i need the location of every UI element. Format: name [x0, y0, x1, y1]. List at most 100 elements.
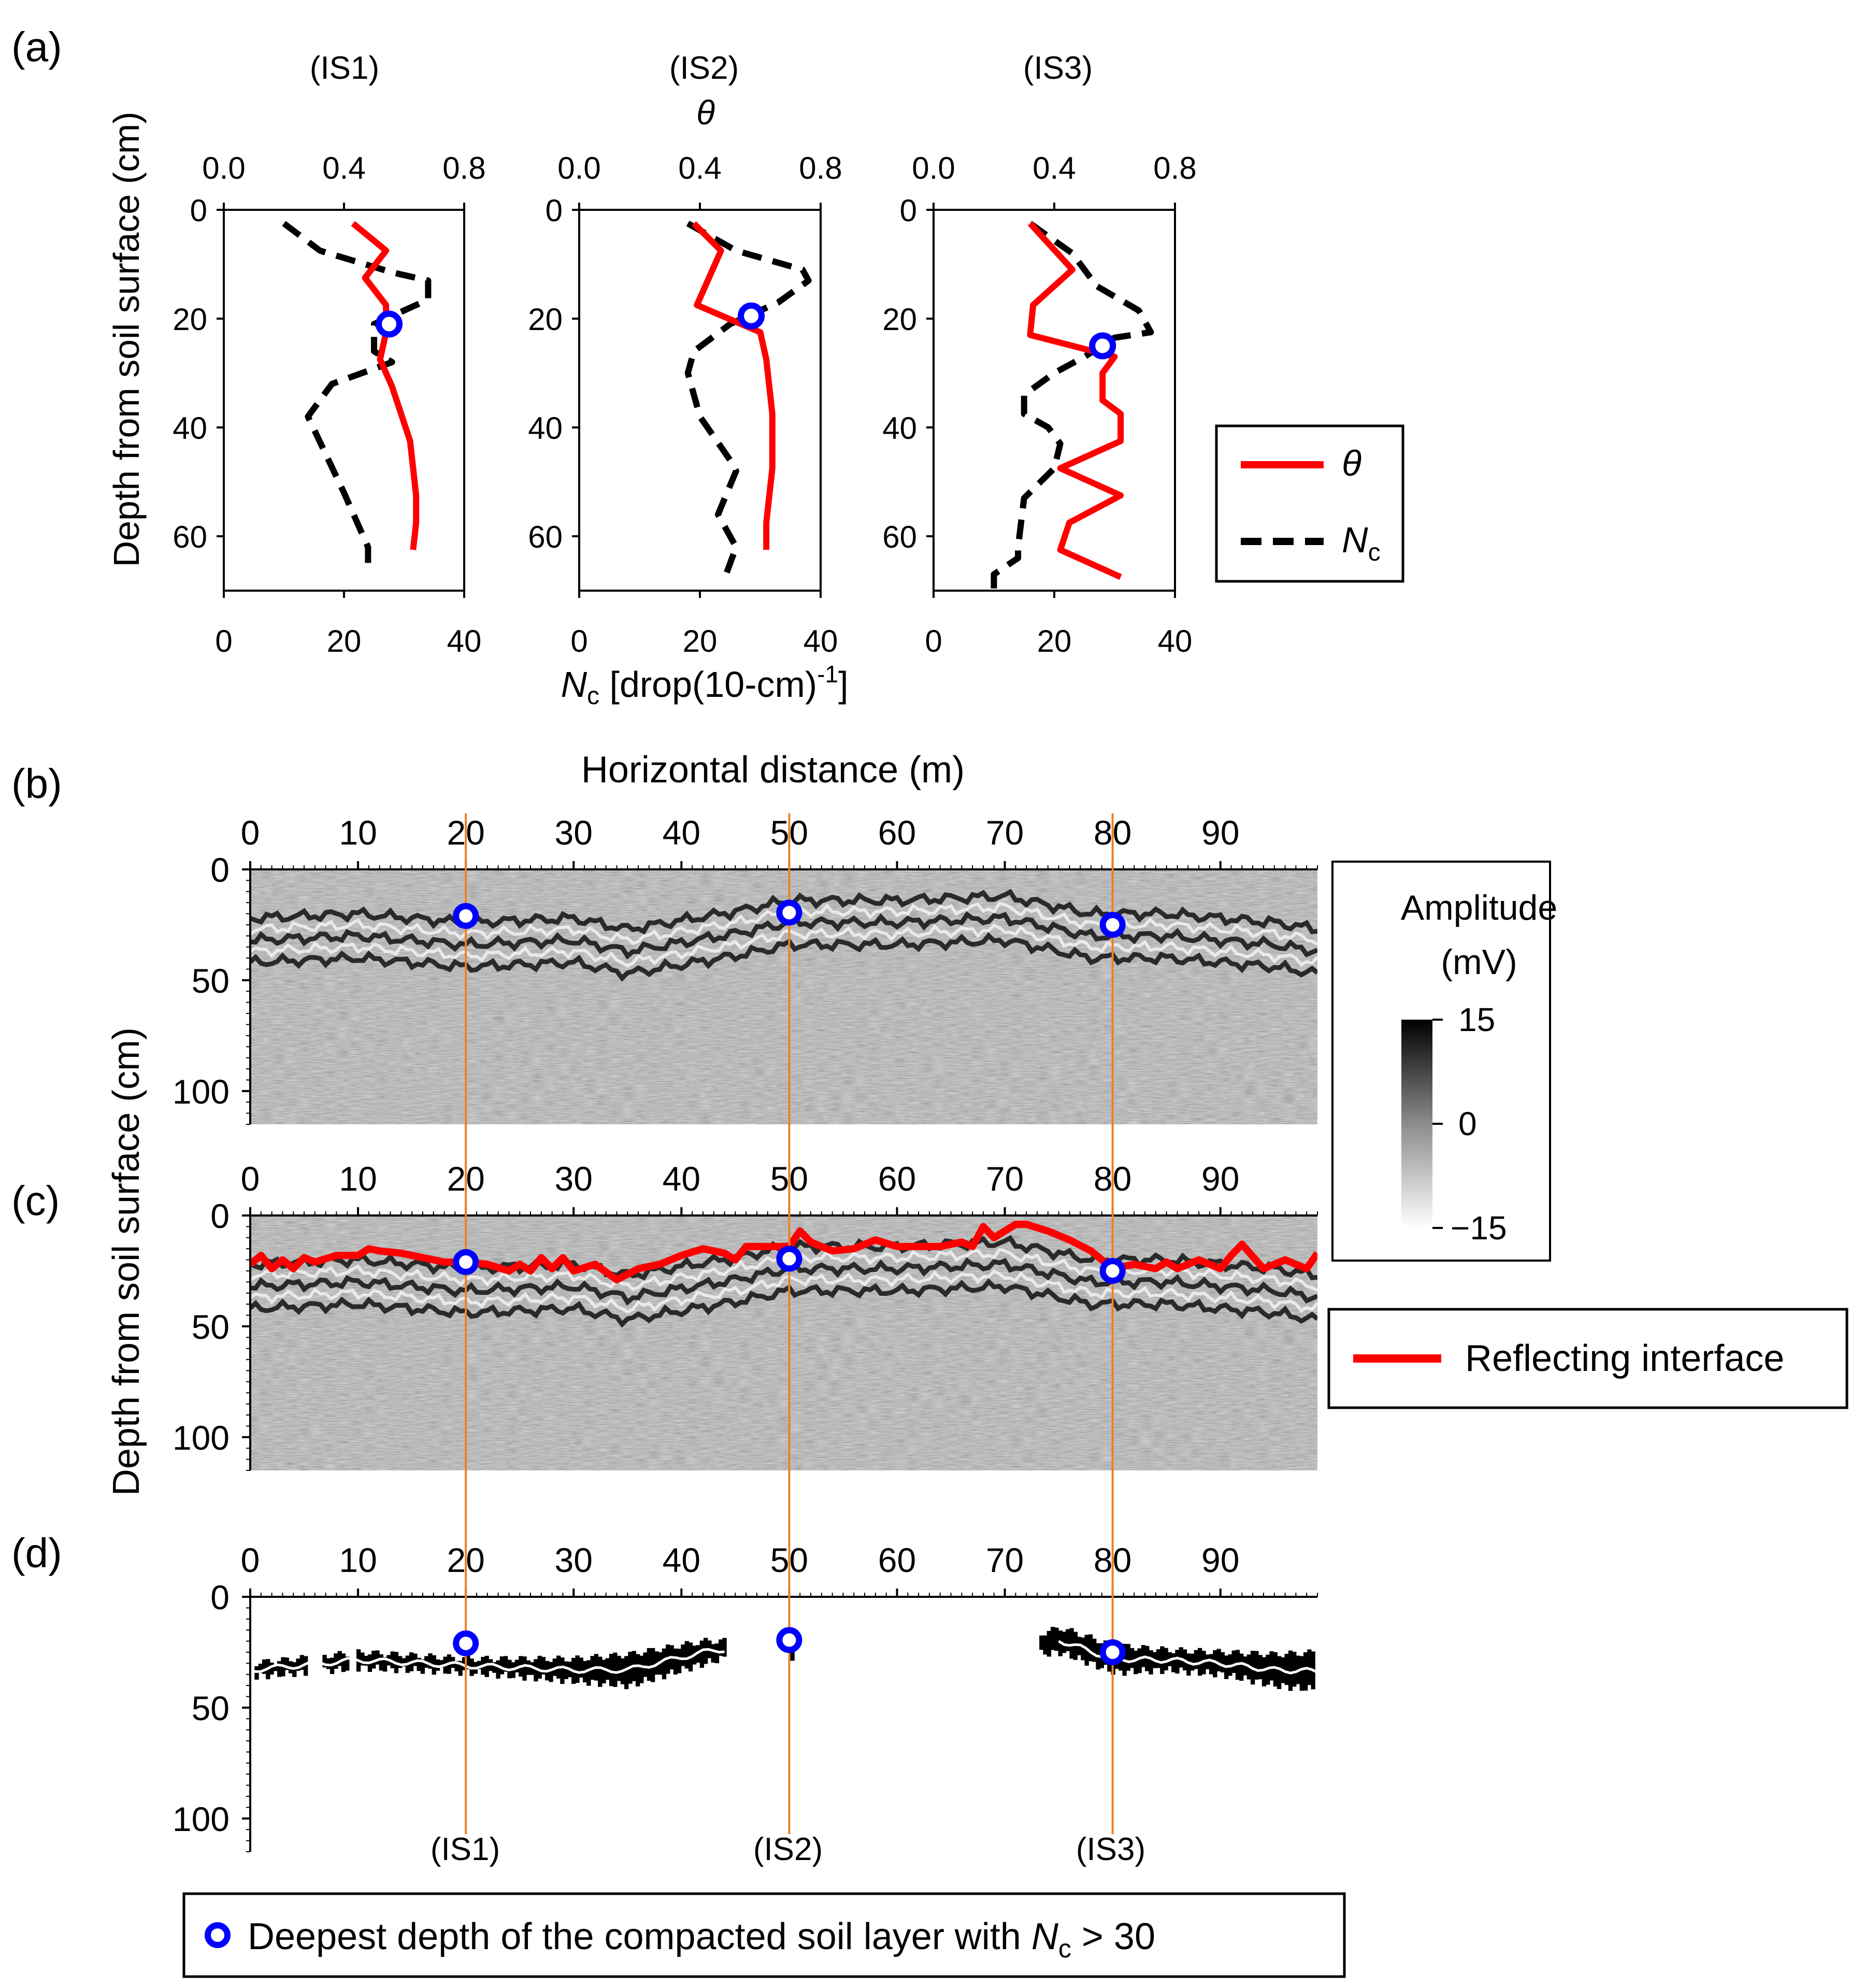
- compacted-region: [681, 1644, 685, 1666]
- compacted-region: [1254, 1651, 1259, 1680]
- compacted-region: [375, 1650, 380, 1665]
- compacted-region: [541, 1657, 546, 1675]
- reflecting-interface-legend: Reflecting interface: [1327, 1308, 1848, 1409]
- compacted-region: [304, 1656, 308, 1676]
- compacted-region: [699, 1640, 705, 1668]
- compacted-region: [379, 1654, 383, 1671]
- compacted-region: [703, 1638, 708, 1664]
- compacted-region: [454, 1661, 459, 1671]
- compacted-region: [1216, 1649, 1221, 1671]
- compacted-region: [1261, 1657, 1267, 1686]
- panel-label-d: (d): [11, 1530, 62, 1576]
- compacted-region: [549, 1662, 553, 1682]
- compacted-region: [537, 1655, 542, 1679]
- panel-label-c: (c): [11, 1178, 60, 1224]
- compacted-region: [492, 1662, 497, 1673]
- theta-tick-label: 0.0: [202, 151, 245, 185]
- x-tick-label: 90: [1201, 813, 1239, 852]
- site-label-is1-top: (IS1): [310, 50, 379, 86]
- compacted-region: [1164, 1648, 1168, 1670]
- compacted-region: [1129, 1648, 1135, 1668]
- compacted-region: [1292, 1652, 1297, 1687]
- colorbar-tick-min: −15: [1451, 1209, 1507, 1247]
- theta-tick-label: 0.4: [322, 151, 365, 185]
- xlabel-nc-sub: c: [587, 682, 599, 710]
- compacted-region: [1303, 1652, 1308, 1691]
- theta-axis-title: θ: [696, 93, 715, 132]
- x-tick-label: 70: [986, 1541, 1024, 1579]
- x-tick-label: 40: [663, 813, 700, 852]
- x-tick-label: 0: [241, 1541, 260, 1579]
- panel-a-curves: [282, 221, 1154, 591]
- deepest-marker-c2: [776, 1246, 802, 1272]
- compacted-region: [684, 1641, 689, 1669]
- depth-tick-label: 0: [900, 193, 917, 228]
- colorbar-box: [1331, 861, 1551, 1262]
- x-tick-label: 0: [241, 813, 260, 852]
- compacted-region: [613, 1652, 618, 1687]
- theta-curve: [351, 221, 420, 550]
- compacted-region: [499, 1656, 505, 1675]
- nc-tick-label: 40: [447, 624, 482, 659]
- legend-nc-symbol: N: [1342, 520, 1368, 560]
- panel-a: (IS1) (IS2) (IS3) θ 0.0 0.4 0.8 0 20 40 0 20 40 6…: [106, 50, 1404, 710]
- compacted-region: [1134, 1650, 1138, 1675]
- compacted-region: [677, 1649, 682, 1674]
- compacted-region: [1307, 1649, 1312, 1685]
- compacted-regions-d: [250, 1627, 1317, 1691]
- xlabel-nc-end: ]: [838, 664, 848, 705]
- deepest-marker-d2: [776, 1627, 802, 1653]
- depth-tick-label: 0: [546, 193, 563, 228]
- compacted-region: [462, 1657, 467, 1670]
- compacted-region: [503, 1656, 508, 1672]
- compacted-region: [262, 1659, 267, 1674]
- compacted-region: [345, 1656, 350, 1671]
- compacted-region: [673, 1648, 678, 1675]
- site-label-is2-bottom: (IS2): [753, 1832, 823, 1867]
- compacted-region: [296, 1658, 300, 1671]
- compacted-region: [360, 1652, 365, 1666]
- y-tick-label: 50: [192, 1689, 230, 1727]
- compacted-region: [364, 1655, 368, 1666]
- panel-b-xlabel: Horizontal distance (m): [581, 749, 965, 791]
- compacted-region: [1149, 1650, 1153, 1675]
- x-tick-label: 30: [555, 1541, 593, 1579]
- colorbar-title-1: Amplitude: [1401, 888, 1557, 927]
- x-tick-label: 90: [1201, 1541, 1239, 1579]
- compacted-region: [1213, 1650, 1217, 1678]
- compacted-region: [435, 1659, 440, 1671]
- colorbar-gradient: [1401, 1020, 1432, 1228]
- y-tick-label: 100: [173, 1800, 230, 1838]
- deepest-marker-a3: [1089, 332, 1116, 360]
- nc-curve: [684, 221, 812, 581]
- compacted-region: [1284, 1654, 1289, 1685]
- compacted-region: [790, 1648, 795, 1661]
- nc-curve: [282, 221, 432, 575]
- theta-tick-label: 0.0: [912, 151, 955, 185]
- compacted-region: [719, 1639, 723, 1656]
- compacted-region: [1209, 1654, 1214, 1675]
- compacted-region: [601, 1660, 606, 1684]
- compacted-region: [1175, 1650, 1180, 1674]
- compacted-region: [1190, 1653, 1195, 1671]
- reflecting-interface-line: [250, 1221, 1317, 1284]
- theta-tick-label: 0.8: [1153, 151, 1196, 185]
- y-tick-label: 0: [210, 1578, 230, 1617]
- x-tick-label: 10: [339, 813, 377, 852]
- compacted-region: [639, 1655, 644, 1683]
- x-tick-label: 40: [663, 1541, 700, 1579]
- compacted-region: [647, 1648, 652, 1681]
- compacted-region: [586, 1660, 591, 1686]
- compacted-region: [662, 1648, 667, 1680]
- compacted-region: [1092, 1638, 1097, 1662]
- compacted-region: [1081, 1637, 1085, 1661]
- compacted-region: [1194, 1650, 1199, 1669]
- legend-theta-label: θ: [1342, 443, 1361, 483]
- compacted-region: [277, 1661, 282, 1677]
- legend-nc-sub: c: [1368, 539, 1381, 566]
- x-tick-label: 60: [878, 1160, 916, 1198]
- depth-tick-label: 40: [882, 411, 917, 446]
- depth-tick-label: 40: [528, 411, 563, 446]
- depth-tick-label: 20: [882, 302, 917, 337]
